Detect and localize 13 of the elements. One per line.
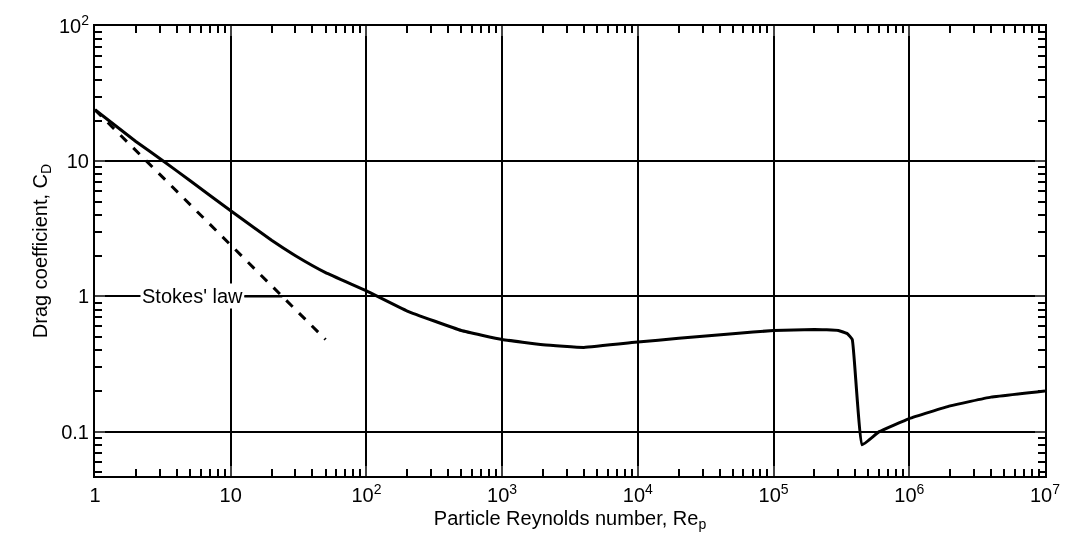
y-tick-label: 10$^{2}$ [58, 11, 90, 37]
x-tick-label: 10 [219, 484, 242, 506]
x-tick-label: 10$^{6}$ [894, 480, 925, 506]
y-tick-label: 1 [77, 285, 89, 308]
x-tick-label: 10$^{3}$ [487, 480, 518, 506]
x-tick-label: 10$^{5}$ [758, 480, 789, 506]
annotation: Stokes' law [142, 285, 244, 307]
y-tick-label: 10 [66, 150, 89, 173]
x-tick-label: 10$^{7}$ [1029, 480, 1061, 506]
y-tick-label: 0.1 [61, 420, 89, 443]
x-tick-label: 10$^{4}$ [622, 480, 654, 506]
x-axis-title: Particle Reynolds number, Re$_{p}$ [433, 507, 707, 533]
x-tick-label: 10$^{2}$ [351, 480, 382, 506]
